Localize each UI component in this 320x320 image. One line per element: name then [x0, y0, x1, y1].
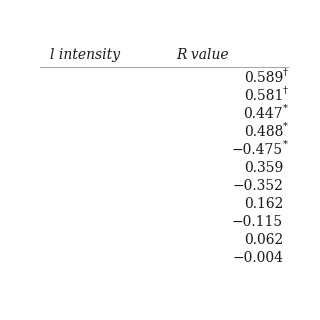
- Text: 0.581: 0.581: [244, 89, 283, 103]
- Text: 0.062: 0.062: [244, 233, 283, 247]
- Text: *: *: [283, 122, 288, 131]
- Text: l intensity: l intensity: [50, 48, 120, 62]
- Text: *: *: [283, 104, 288, 113]
- Text: †: †: [283, 68, 288, 77]
- Text: 0.589: 0.589: [244, 71, 283, 85]
- Text: −0.004: −0.004: [232, 251, 283, 265]
- Text: −0.475: −0.475: [232, 143, 283, 157]
- Text: 0.488: 0.488: [244, 125, 283, 139]
- Text: 0.447: 0.447: [244, 107, 283, 121]
- Text: R value: R value: [176, 48, 229, 62]
- Text: †: †: [283, 86, 288, 95]
- Text: *: *: [283, 140, 288, 149]
- Text: 0.359: 0.359: [244, 161, 283, 175]
- Text: 0.162: 0.162: [244, 197, 283, 211]
- Text: −0.115: −0.115: [232, 215, 283, 229]
- Text: −0.352: −0.352: [232, 179, 283, 193]
